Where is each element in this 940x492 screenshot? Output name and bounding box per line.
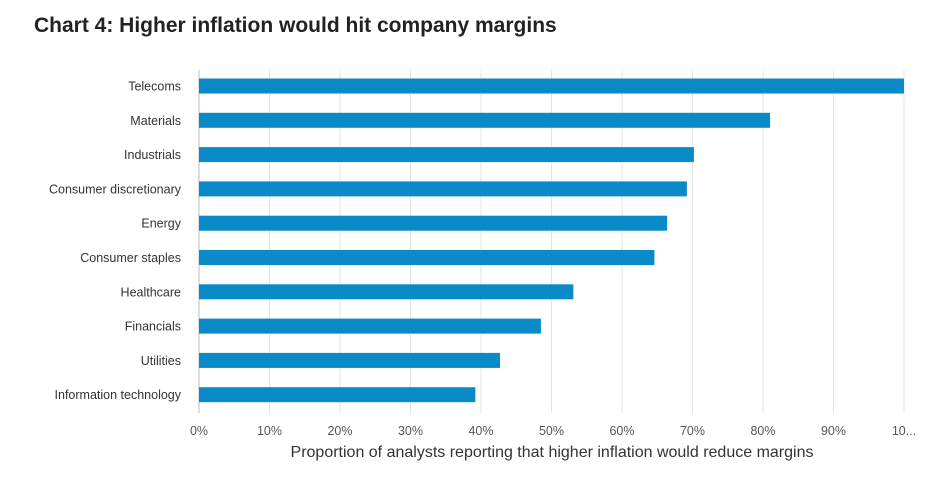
category-label: Information technology [55,388,182,402]
category-label: Materials [130,114,181,128]
x-axis-title: Proportion of analysts reporting that hi… [291,444,814,461]
x-tick-label: 0% [190,424,208,438]
category-label: Consumer staples [80,251,181,265]
category-label: Financials [125,320,181,334]
bar [199,215,668,231]
bar [199,147,694,163]
bar [199,181,687,197]
bar [199,284,574,300]
category-label: Industrials [124,148,181,162]
x-tick-label: 80% [750,424,775,438]
x-tick-label: 10% [257,424,282,438]
category-label: Consumer discretionary [49,182,182,196]
x-tick-label: 50% [539,424,564,438]
x-tick-label: 20% [327,424,352,438]
bar [199,318,541,334]
x-tick-labels: 0% 10% 20% 30% 40% 50% 60% 70% 80% 90% 10... [190,424,916,438]
chart-title: Chart 4: Higher inflation would hit comp… [34,14,557,37]
x-tick-label: 60% [609,424,634,438]
x-tick-label: 70% [680,424,705,438]
x-tick-label: 40% [468,424,493,438]
category-label: Energy [141,217,181,231]
category-label: Healthcare [121,285,181,299]
category-label: Utilities [141,354,181,368]
bar [199,78,904,94]
bar [199,250,655,265]
bar [199,112,771,128]
x-tick-label: 30% [398,424,423,438]
bars [199,78,904,403]
x-tick-label: 90% [821,424,846,438]
category-labels: Telecoms Materials Industrials Consumer dis… [49,80,182,403]
bar [199,352,501,368]
x-tick-label: 10... [892,424,916,438]
bar [199,387,476,403]
category-label: Telecoms [128,80,181,94]
